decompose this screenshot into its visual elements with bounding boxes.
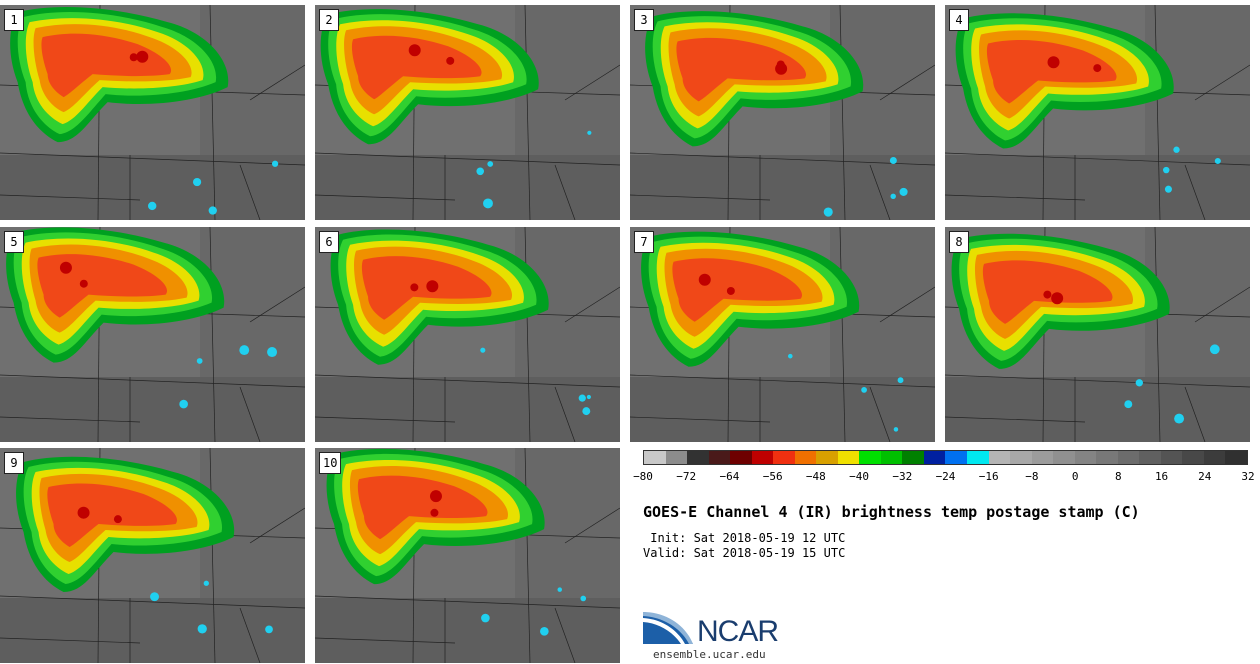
ensemble-member-panel: 1	[0, 5, 305, 220]
ensemble-member-panel: 10	[315, 448, 620, 663]
ncar-logo-text: NCAR	[697, 615, 779, 648]
colorbar-swatch	[859, 451, 881, 464]
colorbar-swatch	[1010, 451, 1032, 464]
valid-time: Valid: Sat 2018-05-19 15 UTC	[643, 546, 846, 560]
colorbar-tick: −24	[935, 470, 956, 483]
colorbar-tick: 8	[1115, 470, 1122, 483]
colorbar-swatch	[1031, 451, 1054, 464]
colorbar-tick: −72	[676, 470, 697, 483]
ensemble-member-panel: 3	[630, 5, 935, 220]
panel-number-label: 9	[4, 452, 24, 474]
colorbar-swatch	[730, 451, 752, 464]
panel-number-label: 8	[949, 231, 969, 253]
panel-number-label: 6	[319, 231, 339, 253]
satellite-ir-map	[945, 227, 1250, 442]
panel-number-label: 4	[949, 9, 969, 31]
figure-title: GOES-E Channel 4 (IR) brightness temp po…	[643, 503, 1140, 521]
colorbar-tick: −8	[1025, 470, 1039, 483]
colorbar-tick: 32	[1241, 470, 1255, 483]
logo-url: ensemble.ucar.edu	[653, 648, 766, 661]
colorbar-swatch	[1225, 451, 1247, 464]
ensemble-member-panel: 9	[0, 448, 305, 663]
satellite-ir-map	[0, 448, 305, 663]
panel-number-label: 1	[4, 9, 24, 31]
colorbar-swatch	[687, 451, 709, 464]
colorbar-tick: −32	[892, 470, 913, 483]
panel-number-label: 5	[4, 231, 24, 253]
satellite-ir-map	[0, 5, 305, 220]
satellite-ir-map	[315, 5, 620, 220]
colorbar-swatch	[816, 451, 838, 464]
colorbar-swatch	[665, 451, 688, 464]
satellite-ir-map	[315, 227, 620, 442]
panel-number-label: 2	[319, 9, 339, 31]
colorbar-tick: −80	[633, 470, 653, 483]
colorbar-tick: −40	[849, 470, 869, 483]
panel-number-label: 10	[319, 452, 342, 474]
colorbar-swatch	[988, 451, 1011, 464]
satellite-ir-map	[0, 227, 305, 442]
colorbar-swatch	[1182, 451, 1204, 464]
colorbar-swatch	[837, 451, 860, 464]
panel-number-label: 7	[634, 231, 654, 253]
colorbar-swatch	[902, 451, 924, 464]
colorbar-swatch	[644, 451, 666, 464]
ensemble-member-panel: 2	[315, 5, 620, 220]
ensemble-member-panel: 8	[945, 227, 1250, 442]
satellite-ir-map	[945, 5, 1250, 220]
colorbar-swatch	[1117, 451, 1140, 464]
colorbar-swatch	[1074, 451, 1097, 464]
colorbar-tick: 16	[1154, 470, 1169, 483]
ensemble-member-panel: 7	[630, 227, 935, 442]
satellite-ir-map	[630, 5, 935, 220]
ensemble-member-panel: 6	[315, 227, 620, 442]
colorbar-swatch	[773, 451, 795, 464]
colorbar-tick: −48	[805, 470, 826, 483]
colorbar-swatch	[1139, 451, 1161, 464]
temperature-colorbar	[643, 450, 1248, 465]
colorbar-tick-labels: −80 −72 −64 −56 −48 −40 −32 −24 −16 −8 0 8 16 24 32	[633, 470, 1255, 484]
colorbar-swatch	[945, 451, 967, 464]
panel-number-label: 3	[634, 9, 654, 31]
colorbar-tick: 24	[1198, 470, 1212, 483]
colorbar-swatch	[794, 451, 817, 464]
colorbar-swatch	[1203, 451, 1226, 464]
colorbar-swatch	[1053, 451, 1075, 464]
colorbar-swatch	[923, 451, 946, 464]
colorbar-swatch	[1096, 451, 1118, 464]
satellite-ir-map	[630, 227, 935, 442]
colorbar-tick: −64	[719, 470, 740, 483]
satellite-ir-map	[315, 448, 620, 663]
colorbar-swatch	[708, 451, 731, 464]
ensemble-member-panel: 5	[0, 227, 305, 442]
colorbar-tick: −16	[978, 470, 999, 483]
colorbar-tick: 0	[1071, 470, 1079, 483]
init-time: Init: Sat 2018-05-19 12 UTC	[643, 531, 846, 545]
colorbar-swatch	[751, 451, 774, 464]
colorbar-swatch	[1160, 451, 1183, 464]
colorbar-tick: −56	[762, 470, 783, 483]
colorbar-swatch	[966, 451, 989, 464]
colorbar-swatch	[880, 451, 903, 464]
ncar-logo-icon	[643, 612, 693, 644]
ensemble-member-panel: 4	[945, 5, 1250, 220]
